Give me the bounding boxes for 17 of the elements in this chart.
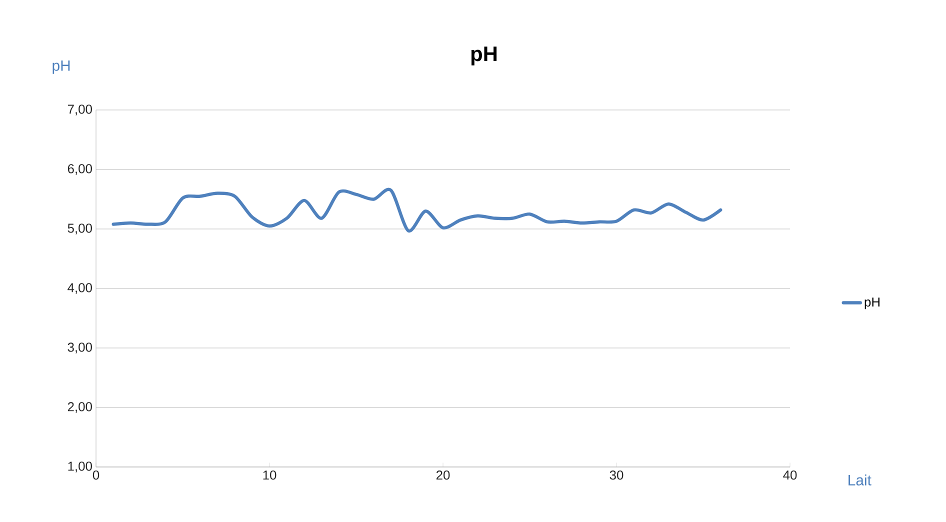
y-tick-label: 7,00 [68, 104, 92, 116]
x-tick-label: 0 [92, 470, 100, 480]
line-series [112, 188, 722, 232]
legend-label: pH [864, 298, 880, 310]
x-tick-label: 40 [783, 470, 797, 480]
y-axis-title: pH [52, 60, 70, 74]
y-tick-label: 6,00 [68, 164, 92, 175]
y-tick-label: 5,00 [68, 224, 92, 234]
y-tick-label: 3,00 [68, 342, 92, 354]
x-tick-label: 10 [263, 470, 276, 480]
chart-title: pH [471, 46, 497, 66]
x-tick-label: 30 [610, 470, 624, 480]
x-tick-label: 20 [436, 470, 450, 480]
y-tick-label: 1,00 [68, 462, 92, 472]
x-axis-title: Lait [848, 474, 872, 486]
y-tick-label: 4,00 [68, 283, 92, 294]
y-tick-label: 2,00 [68, 402, 92, 413]
